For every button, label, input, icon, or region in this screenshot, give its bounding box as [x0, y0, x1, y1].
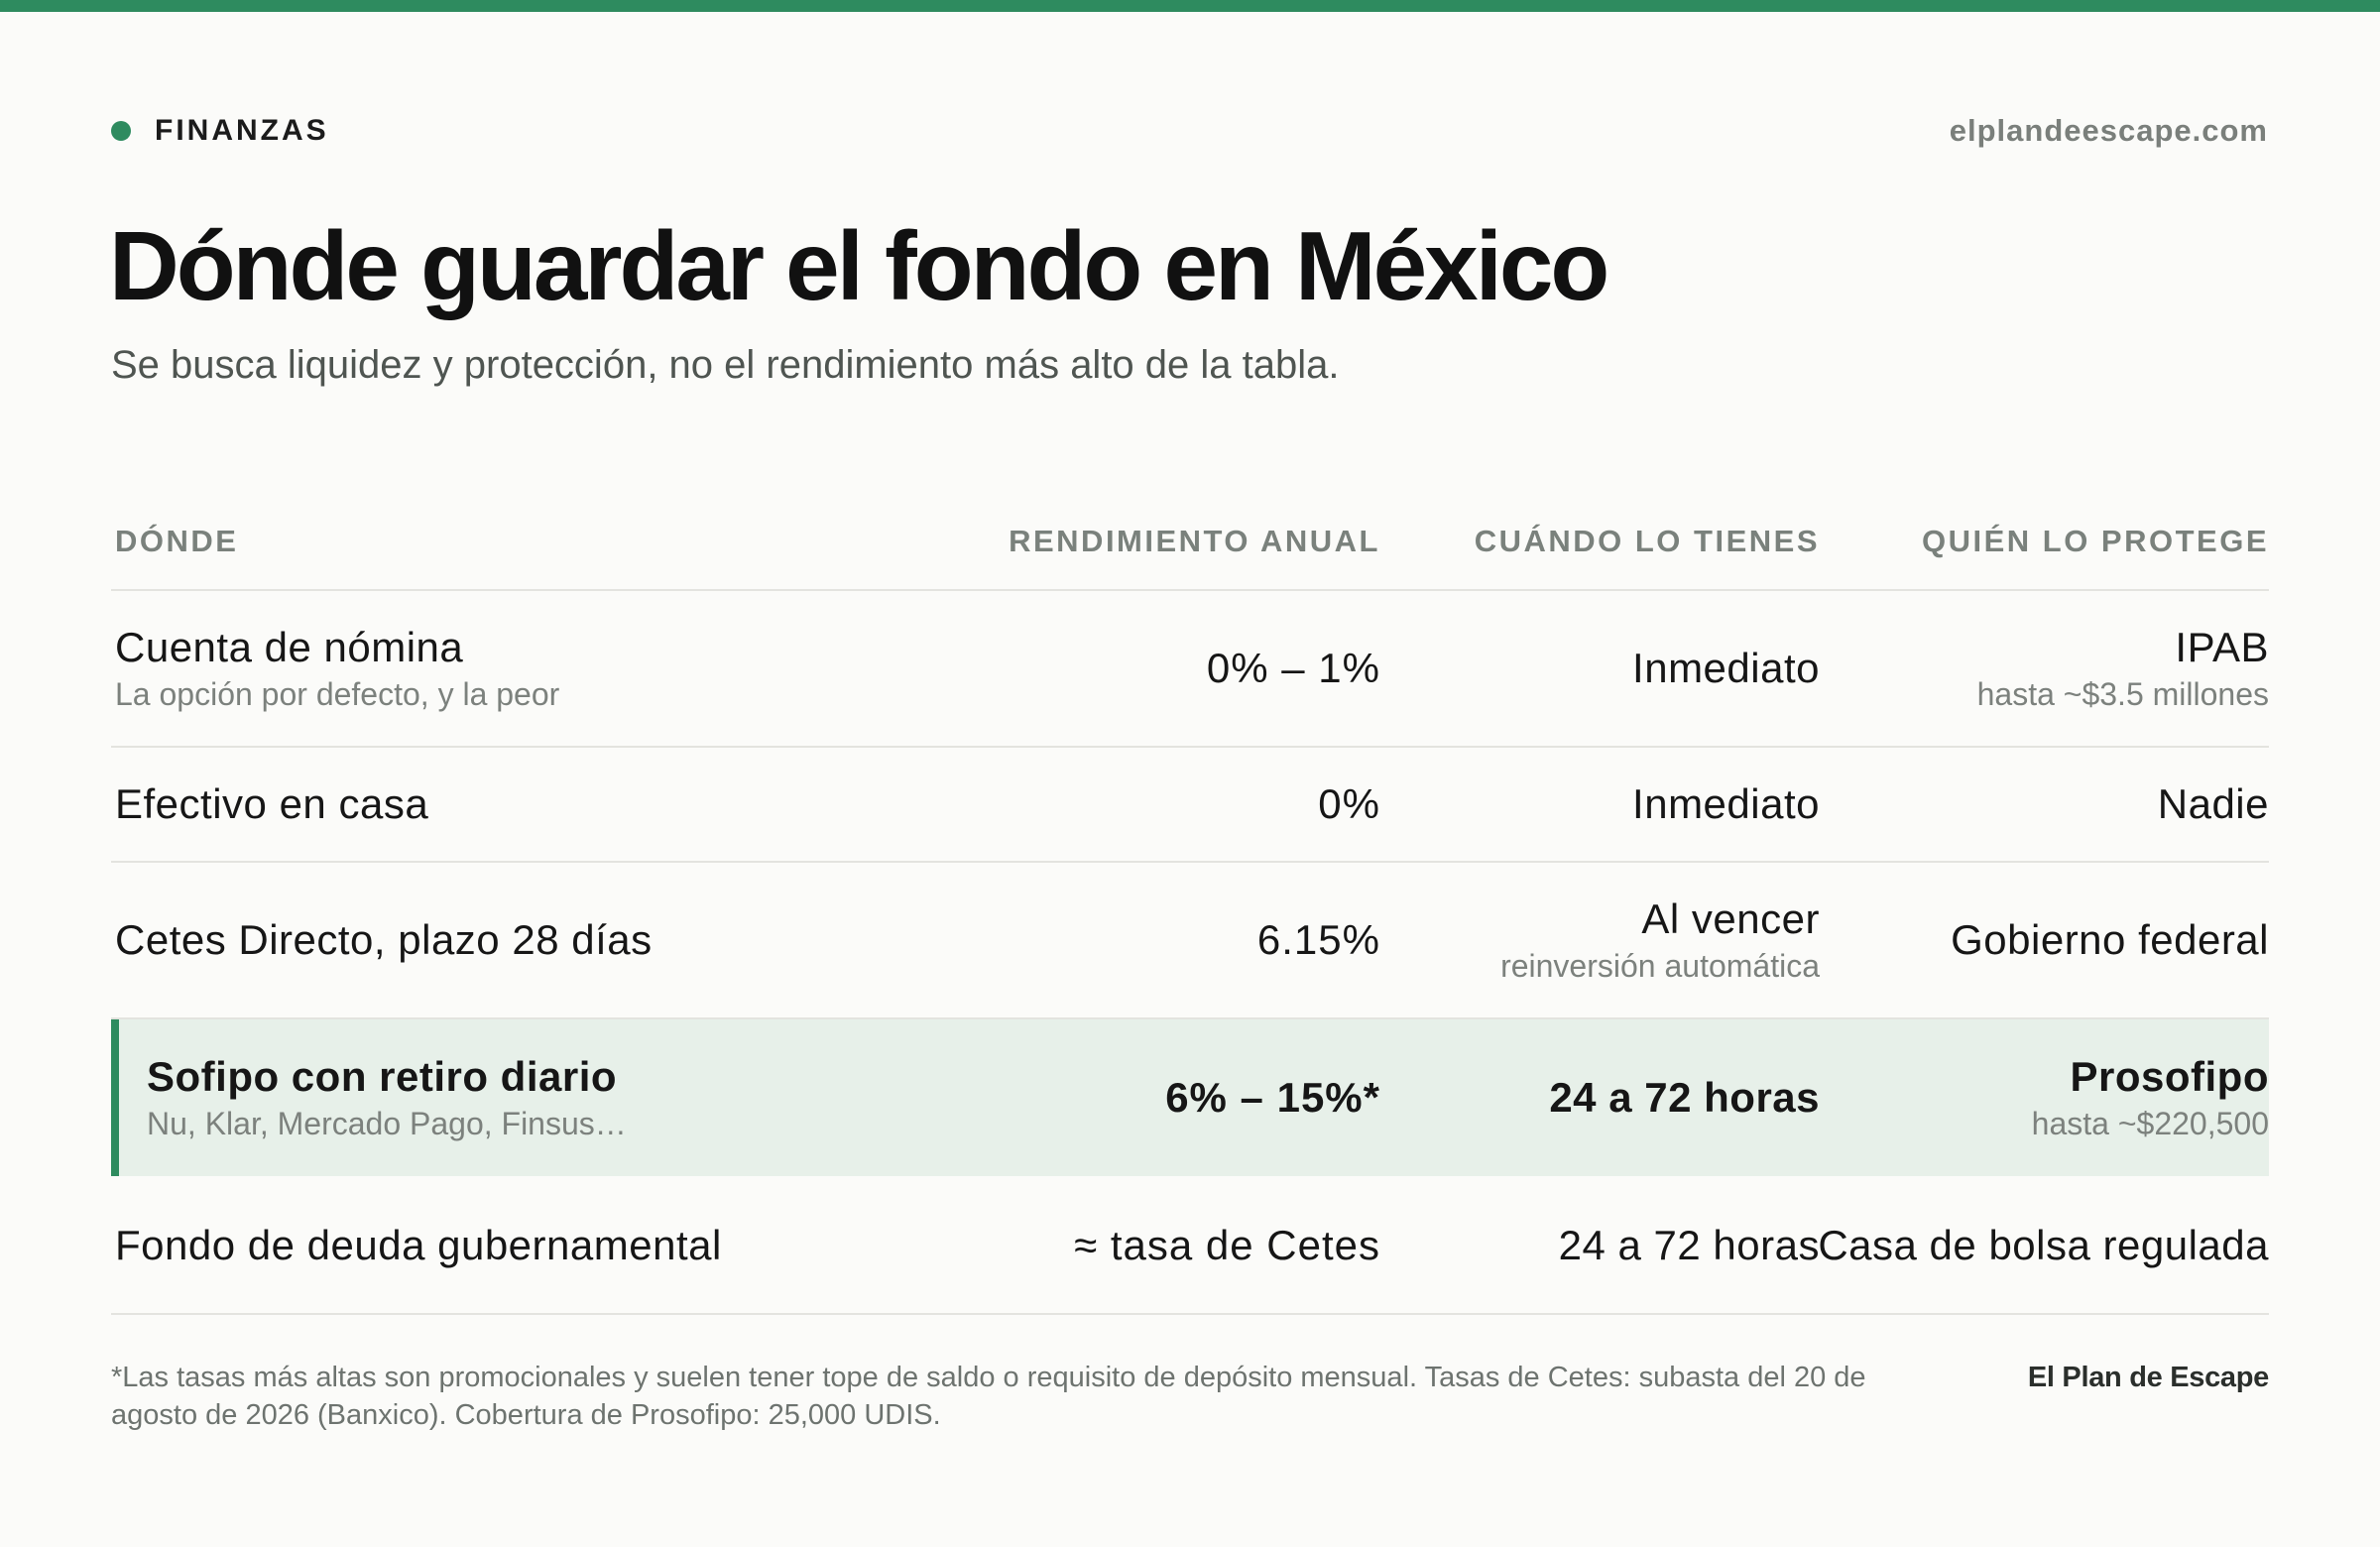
page-header: FINANZAS elplandeescape.com	[111, 111, 2268, 151]
table-header: DÓNDE RENDIMIENTO ANUAL CUÁNDO LO TIENES…	[111, 516, 2269, 591]
page-title: Dónde guardar el fondo en México	[109, 211, 1609, 320]
where-label: Fondo de deuda gubernamental	[115, 1222, 722, 1268]
cell-when: 24 a 72 horas	[1559, 1176, 1820, 1315]
footnote: *Las tasas más altas son promocionales y…	[111, 1362, 1866, 1431]
cell-yield: ≈ tasa de Cetes	[1074, 1176, 1380, 1315]
when-value: Inmediato	[1632, 645, 1820, 691]
page-subtitle: Se busca liquidez y protección, no el re…	[111, 343, 1340, 387]
column-header-yield: RENDIMIENTO ANUAL	[1009, 524, 1380, 558]
cell-yield: 0%	[1318, 748, 1380, 861]
category-dot-icon	[111, 121, 131, 141]
top-accent-bar	[0, 0, 2380, 12]
cell-where: Efectivo en casa	[115, 748, 428, 861]
highlight-accent-bar	[111, 1019, 119, 1176]
who-value: Nadie	[2157, 780, 2269, 827]
cell-when: Inmediato	[1632, 748, 1820, 861]
when-value: Inmediato	[1632, 780, 1820, 827]
cell-when: 24 a 72 horas	[1549, 1019, 1820, 1176]
cell-yield: 6% – 15%*	[1165, 1019, 1380, 1176]
cell-who: Casa de bolsa regulada	[1818, 1176, 2269, 1315]
who-note: hasta ~$3.5 millones	[1976, 676, 2269, 712]
when-value: 24 a 72 horas	[1549, 1074, 1820, 1121]
cell-when: Inmediato	[1632, 591, 1820, 746]
footer-divider	[111, 1313, 2269, 1315]
where-note: La opción por defecto, y la peor	[115, 676, 560, 712]
cell-where: Sofipo con retiro diario Nu, Klar, Merca…	[147, 1019, 627, 1176]
table-row-highlighted: Sofipo con retiro diario Nu, Klar, Merca…	[111, 1019, 2269, 1176]
column-header-when: CUÁNDO LO TIENES	[1474, 524, 1820, 558]
where-label: Sofipo con retiro diario	[147, 1053, 618, 1100]
where-label: Cetes Directo, plazo 28 días	[115, 916, 653, 963]
yield-value: ≈ tasa de Cetes	[1074, 1222, 1380, 1268]
table-row: Efectivo en casa 0% Inmediato Nadie	[111, 748, 2269, 863]
cell-where: Cetes Directo, plazo 28 días	[115, 863, 653, 1017]
table-row: Cuenta de nómina La opción por defecto, …	[111, 591, 2269, 748]
cell-where: Cuenta de nómina La opción por defecto, …	[115, 591, 559, 746]
cell-who: Prosofipo hasta ~$220,500	[2032, 1019, 2269, 1176]
table-row: Fondo de deuda gubernamental ≈ tasa de C…	[111, 1176, 2269, 1315]
comparison-table: DÓNDE RENDIMIENTO ANUAL CUÁNDO LO TIENES…	[111, 516, 2269, 1315]
who-value: IPAB	[2175, 624, 2269, 670]
who-value: Prosofipo	[2070, 1053, 2269, 1100]
yield-value: 6.15%	[1256, 916, 1380, 963]
cell-who: Gobierno federal	[1951, 863, 2269, 1017]
who-value: Gobierno federal	[1951, 916, 2269, 963]
cell-when: Al vencer reinversión automática	[1500, 863, 1820, 1017]
site-url: elplandeescape.com	[1949, 113, 2268, 148]
yield-value: 0%	[1318, 780, 1380, 827]
cell-who: Nadie	[2158, 748, 2269, 861]
who-note: hasta ~$220,500	[2031, 1106, 2269, 1141]
cell-yield: 0% – 1%	[1207, 591, 1380, 746]
table-row: Cetes Directo, plazo 28 días 6.15% Al ve…	[111, 863, 2269, 1019]
when-note: reinversión automática	[1500, 948, 1820, 984]
who-value: Casa de bolsa regulada	[1818, 1222, 2269, 1268]
column-header-where: DÓNDE	[115, 524, 239, 558]
where-label: Efectivo en casa	[115, 780, 429, 827]
category-tag: FINANZAS	[111, 111, 329, 151]
category-label: FINANZAS	[155, 114, 329, 147]
column-header-who: QUIÉN LO PROTEGE	[1921, 524, 2269, 558]
yield-value: 6% – 15%*	[1165, 1074, 1380, 1121]
yield-value: 0% – 1%	[1206, 645, 1380, 691]
where-note: Nu, Klar, Mercado Pago, Finsus…	[147, 1106, 627, 1141]
brand-name: El Plan de Escape	[2027, 1362, 2269, 1393]
cell-yield: 6.15%	[1257, 863, 1380, 1017]
cell-who: IPAB hasta ~$3.5 millones	[1977, 591, 2269, 746]
when-value: 24 a 72 horas	[1558, 1222, 1820, 1268]
when-value: Al vencer	[1641, 895, 1820, 942]
cell-where: Fondo de deuda gubernamental	[115, 1176, 722, 1315]
where-label: Cuenta de nómina	[115, 624, 464, 670]
